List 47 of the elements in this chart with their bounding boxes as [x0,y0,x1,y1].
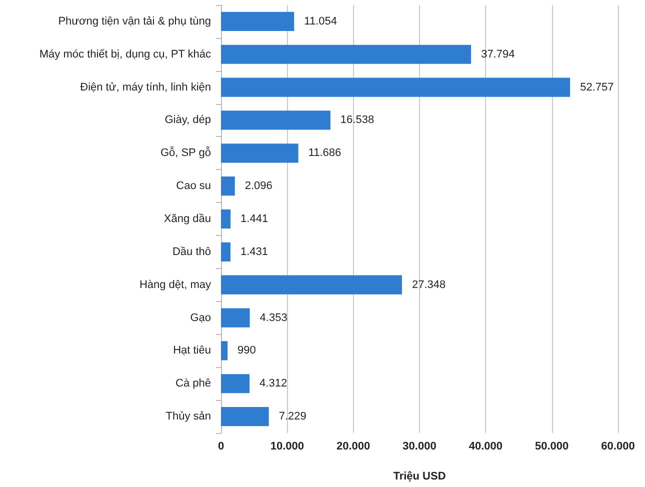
bar [221,209,231,229]
bar [221,308,250,328]
y-tick-label: Giày, dép [164,114,211,126]
data-label: 1.441 [240,213,268,225]
y-tick-label: Hạt tiêu [173,344,211,357]
data-label: 11.686 [308,147,342,160]
data-label: 11.054 [304,15,337,28]
data-label: 1.431 [240,246,268,258]
bar [221,176,235,196]
bar [221,242,230,262]
data-label: 16.538 [340,114,374,126]
x-axis-title: Triệu USD [393,470,446,482]
x-tick-label: 0 [218,440,224,452]
data-label: 37.794 [481,48,515,60]
x-tick-label: 50.000 [535,440,569,452]
data-label: 7.229 [278,410,306,423]
x-tick-label: 30.000 [402,440,436,452]
y-tick-label: Máy móc thiết bị, dụng cụ, PT khác [39,48,212,60]
data-label: 2.096 [244,180,272,192]
data-label: 990 [238,344,256,357]
bar [221,12,294,32]
data-label: 27.348 [412,278,446,291]
data-label: 4.353 [260,312,288,324]
x-tick-label: 20.000 [336,440,370,452]
y-tick-label: Gỗ, SP gỗ [160,146,211,160]
y-tick-label: Thủy sản [166,410,211,423]
y-tick-label: Dầu thô [172,246,211,258]
data-label: 4.312 [260,378,288,390]
y-tick-label: Điện tử, máy tính, linh kiện [80,81,211,94]
y-tick-label: Phương tiện vận tải & phụ tùng [58,15,211,28]
bar [221,275,402,294]
y-tick-label: Cà phê [176,378,211,390]
bar [221,110,330,130]
bar [221,44,472,64]
y-tick-label: Cao su [176,180,211,192]
x-tick-label: 40.000 [468,440,502,452]
x-tick-label: 10.000 [270,440,304,452]
y-tick-label: Hàng dệt, may [139,278,212,291]
bar [221,341,228,360]
data-label: 52.757 [580,81,614,94]
x-tick-label: 60.000 [601,440,635,452]
bar [221,374,250,394]
y-tick-label: Gạo [190,312,211,324]
bar [221,144,298,163]
bar [221,406,269,426]
y-tick-label: Xăng dầu [164,213,211,225]
bar [221,78,570,97]
